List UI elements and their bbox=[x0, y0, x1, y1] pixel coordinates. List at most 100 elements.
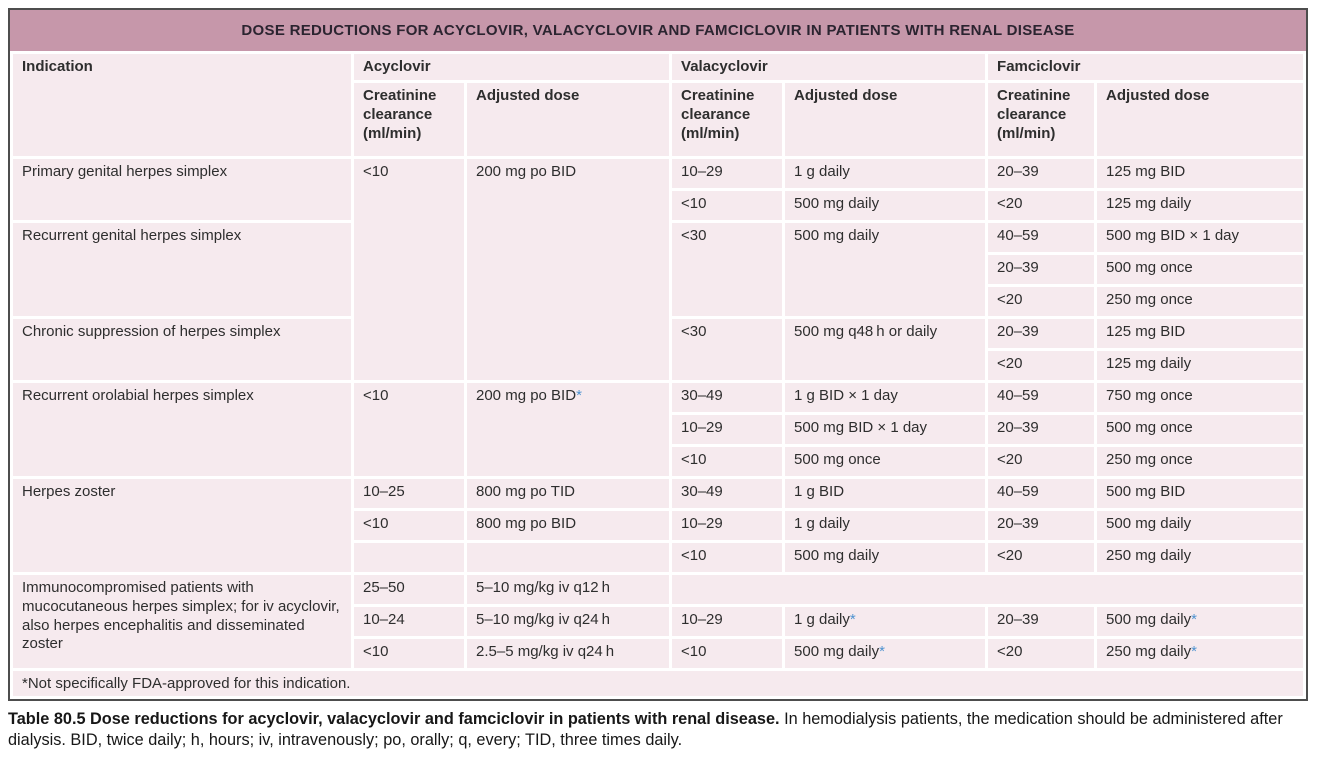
cell-dose: 800 mg po TID bbox=[467, 479, 670, 508]
cell-crcl: <10 bbox=[672, 543, 783, 572]
cell-crcl: 20–39 bbox=[988, 415, 1095, 444]
cell-crcl: 40–59 bbox=[988, 383, 1095, 412]
table-row: <10 500 mg daily <20 250 mg daily bbox=[13, 543, 1304, 572]
cell-footnote: *Not specifically FDA-approved for this … bbox=[13, 671, 1304, 696]
cell-crcl: <10 bbox=[354, 383, 464, 476]
table-caption: Table 80.5 Dose reductions for acyclovir… bbox=[8, 709, 1325, 751]
cell-ind: Recurrent genital herpes simplex bbox=[13, 223, 351, 316]
drug-group-famciclovir: Famciclovir bbox=[988, 54, 1304, 80]
table-row: <10 500 mg once <20 250 mg once bbox=[13, 447, 1304, 476]
acyclovir-crcl-header: Creatinine clearance (ml/min) bbox=[354, 83, 464, 156]
cell-dose: 2.5–5 mg/kg iv q24 h bbox=[467, 639, 670, 668]
cell-dose: 250 mg daily bbox=[1097, 543, 1304, 572]
cell-dose: 500 mg once bbox=[1097, 415, 1304, 444]
cell-crcl: 20–39 bbox=[988, 319, 1095, 348]
cell-dose: 800 mg po BID bbox=[467, 511, 670, 540]
cell-crcl: 30–49 bbox=[672, 479, 783, 508]
dose-table-frame: DOSE REDUCTIONS FOR ACYCLOVIR, VALACYCLO… bbox=[8, 8, 1308, 701]
table-row: <10 800 mg po BID 10–29 1 g daily 20–39 500 m… bbox=[13, 511, 1304, 540]
table-row: 10–24 5–10 mg/kg iv q24 h 10–29 1 g daily* 2… bbox=[13, 607, 1304, 636]
footnote-star: * bbox=[849, 611, 856, 628]
cell-crcl: 40–59 bbox=[988, 479, 1095, 508]
cell-dose: 1 g BID × 1 day bbox=[785, 383, 986, 412]
table-body: Primary genital herpes simplex <10 200 mg … bbox=[13, 159, 1304, 696]
cell-dose: 500 mg daily bbox=[785, 543, 986, 572]
drug-group-valacyclovir: Valacyclovir bbox=[672, 54, 986, 80]
cell-crcl: <10 bbox=[354, 511, 464, 540]
cell-crcl: 10–25 bbox=[354, 479, 464, 508]
cell-crcl: <20 bbox=[988, 191, 1095, 220]
cell-ind: Chronic suppression of herpes simplex bbox=[13, 319, 351, 380]
cell-crcl: <10 bbox=[672, 191, 783, 220]
table-row: Immunocompromised patients with mucocuta… bbox=[13, 575, 1304, 668]
table-row: 20–39 500 mg once bbox=[13, 255, 1304, 284]
footnote-row: *Not specifically FDA-approved for this … bbox=[13, 671, 1304, 696]
cell-crcl: 20–39 bbox=[988, 159, 1095, 188]
table-row: Herpes zoster 10–25 800 mg po TID 30–49 1 g … bbox=[13, 479, 1304, 572]
cell-crcl: <20 bbox=[988, 287, 1095, 316]
column-header-row: Creatinine clearance (ml/min) Adjusted d… bbox=[13, 83, 1304, 156]
caption-regular-text: In hemodialysis patients, the medication… bbox=[8, 709, 1283, 749]
acyclovir-dose-header: Adjusted dose bbox=[467, 83, 670, 156]
cell-crcl: 10–29 bbox=[672, 511, 783, 540]
table-row: <10 2.5–5 mg/kg iv q24 h <10 500 mg daily* <… bbox=[13, 639, 1304, 668]
dose-table: Indication Acyclovir Valacyclovir Famcic… bbox=[10, 51, 1306, 699]
drug-group-acyclovir: Acyclovir bbox=[354, 54, 670, 80]
cell-crcl: <20 bbox=[988, 447, 1095, 476]
cell-dose: 125 mg daily bbox=[1097, 351, 1304, 380]
table-row: <20 250 mg once bbox=[13, 287, 1304, 316]
cell-dose: 200 mg po BID bbox=[467, 159, 670, 380]
footnote-star: * bbox=[1191, 611, 1197, 628]
cell-dose: 500 mg once bbox=[785, 447, 986, 476]
indication-column-header: Indication bbox=[13, 54, 351, 156]
cell-crcl: 25–50 bbox=[354, 575, 464, 604]
cell-crcl: <30 bbox=[672, 319, 783, 380]
cell-dose bbox=[467, 543, 670, 572]
cell-crcl: 10–24 bbox=[354, 607, 464, 636]
footnote-star: * bbox=[1191, 643, 1197, 660]
cell-dose: 500 mg daily bbox=[1097, 511, 1304, 540]
table-title: DOSE REDUCTIONS FOR ACYCLOVIR, VALACYCLO… bbox=[10, 10, 1306, 51]
cell-crcl: 40–59 bbox=[988, 223, 1095, 252]
valacyclovir-crcl-header: Creatinine clearance (ml/min) bbox=[672, 83, 783, 156]
cell-crcl: 30–49 bbox=[672, 383, 783, 412]
cell-dose: 250 mg daily* bbox=[1097, 639, 1304, 668]
cell-dose: 5–10 mg/kg iv q24 h bbox=[467, 607, 670, 636]
footnote-star: * bbox=[879, 643, 885, 660]
cell-ind: Recurrent orolabial herpes simplex bbox=[13, 383, 351, 476]
cell-dose: 1 g daily* bbox=[785, 607, 986, 636]
cell-crcl: <10 bbox=[672, 639, 783, 668]
cell-dose: 5–10 mg/kg iv q12 h bbox=[467, 575, 670, 604]
cell-ind: Immunocompromised patients with mucocuta… bbox=[13, 575, 351, 668]
cell-ind: Herpes zoster bbox=[13, 479, 351, 572]
table-row: 10–29 500 mg BID × 1 day 20–39 500 mg once bbox=[13, 415, 1304, 444]
famciclovir-crcl-header: Creatinine clearance (ml/min) bbox=[988, 83, 1095, 156]
cell-crcl: <20 bbox=[988, 639, 1095, 668]
drug-group-header-row: Indication Acyclovir Valacyclovir Famcic… bbox=[13, 54, 1304, 156]
cell-dose: 500 mg once bbox=[1097, 255, 1304, 284]
cell-crcl: <10 bbox=[672, 447, 783, 476]
caption-bold-text: Table 80.5 Dose reductions for acyclovir… bbox=[8, 709, 780, 728]
cell-crcl: 20–39 bbox=[988, 607, 1095, 636]
cell-crcl: 10–29 bbox=[672, 159, 783, 188]
cell-dose: 1 g daily bbox=[785, 159, 986, 188]
cell-dose: 500 mg daily bbox=[785, 223, 986, 316]
cell-dose: 500 mg q48 h or daily bbox=[785, 319, 986, 380]
cell-crcl: <30 bbox=[672, 223, 783, 316]
cell-dose: 1 g BID bbox=[785, 479, 986, 508]
cell-dose: 500 mg BID bbox=[1097, 479, 1304, 508]
table-row: Chronic suppression of herpes simplex <30… bbox=[13, 319, 1304, 380]
table-row: Primary genital herpes simplex <10 200 mg … bbox=[13, 159, 1304, 380]
cell-dose: 750 mg once bbox=[1097, 383, 1304, 412]
footnote-star: * bbox=[576, 387, 582, 404]
cell-crcl bbox=[354, 543, 464, 572]
cell-dose: 500 mg daily bbox=[785, 191, 986, 220]
cell-dose: 500 mg BID × 1 day bbox=[785, 415, 986, 444]
cell-dose: 250 mg once bbox=[1097, 447, 1304, 476]
cell-dose: 200 mg po BID* bbox=[467, 383, 670, 476]
cell-dose: 1 g daily bbox=[785, 511, 986, 540]
cell-empty bbox=[672, 575, 1304, 604]
cell-dose: 125 mg daily bbox=[1097, 191, 1304, 220]
famciclovir-dose-header: Adjusted dose bbox=[1097, 83, 1304, 156]
